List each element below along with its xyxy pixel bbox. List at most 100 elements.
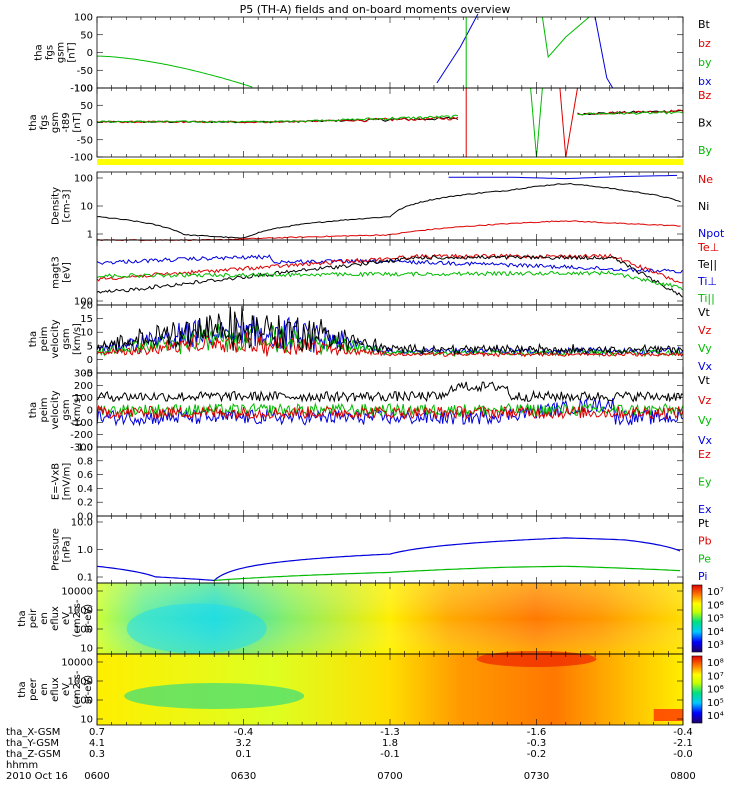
x-tick-label: 0700: [377, 771, 402, 782]
y-axis-label: Pressure: [51, 528, 62, 571]
temp-trace-1: [96, 253, 683, 284]
legend-entry: By: [698, 144, 713, 157]
y-tick-label: -100: [70, 153, 93, 164]
legend-entry: Pi: [698, 570, 707, 583]
y-tick-label: 10.0: [71, 518, 93, 529]
y-tick-label: 15: [80, 314, 93, 325]
colorbar-tick: 10⁶: [707, 600, 724, 611]
vel-trace-2: [96, 332, 684, 358]
y-axis-label: eV: [61, 612, 72, 625]
y-tick-label: 100: [74, 625, 93, 636]
y-tick-label: 100: [74, 84, 93, 95]
vel-trace-3: [96, 305, 684, 356]
bx-trace-2: [594, 16, 614, 89]
y-axis-label: velocity: [50, 319, 61, 358]
electron-green-band: [124, 683, 305, 709]
x-tick-label: 0600: [84, 771, 109, 782]
y-axis-label: eflux: [50, 677, 61, 702]
legend-entry: by: [698, 56, 712, 69]
vel-trace-0: [96, 315, 684, 357]
y-tick-label: 0: [87, 355, 93, 366]
panel-frame-fgs: [96, 16, 684, 89]
legend-entry: bz: [698, 37, 711, 50]
y-tick-label: 100: [74, 393, 93, 404]
y-axis-label: fgs: [45, 45, 56, 60]
y-tick-label: 20: [80, 301, 93, 312]
bz-loop-t89: [559, 87, 578, 158]
colorbar-tick: 10⁶: [707, 685, 724, 696]
density-Ni-trace: [96, 182, 681, 239]
legend-entry: Bx: [698, 117, 713, 130]
ephemeris-row-label: tha_X-GSM: [6, 727, 60, 738]
y-axis-label: sr-eV): [83, 675, 94, 704]
y-tick-label: -50: [77, 66, 93, 77]
y-tick-label: 1.0: [77, 443, 93, 454]
y-tick-label: 200: [74, 381, 93, 392]
y-tick-label: 10: [80, 202, 93, 213]
b-t89-late-2: [577, 111, 684, 116]
y-axis-label: [mV/m]: [62, 463, 73, 501]
y-axis-label: fgs: [39, 115, 50, 130]
temp-trace-0: [96, 254, 683, 274]
status-bar: [97, 159, 683, 165]
ephemeris-value: 0.1: [236, 749, 252, 760]
ephemeris-value: -0.2: [527, 749, 547, 760]
density-Ne-trace: [97, 220, 681, 242]
by-loop-t89: [530, 87, 543, 158]
colorbar-tick: 10³: [707, 640, 724, 651]
y-axis-label: gsm: [61, 399, 72, 420]
npot-trace: [448, 174, 678, 180]
legend-entry: Ti||: [697, 292, 715, 305]
y-tick-label: -5: [83, 369, 93, 380]
y-axis-label: tha: [28, 114, 39, 130]
legend-entry: Ey: [698, 476, 712, 489]
y-axis-label: magt3: [51, 256, 62, 289]
y-tick-label: -300: [70, 443, 93, 454]
pressure-Pi-trace: [96, 537, 681, 582]
legend-entry: Pe: [698, 552, 711, 565]
colorbar-tick: 10⁴: [707, 627, 724, 638]
ephemeris-row-label: tha_Y-GSM: [6, 738, 59, 749]
y-axis-label: [nT]: [72, 112, 83, 132]
date-label: 2010 Oct 16: [6, 771, 68, 782]
y-tick-label: 300: [74, 369, 93, 380]
y-axis-label: -t89: [61, 112, 72, 132]
y-tick-label: 0.0: [77, 512, 93, 523]
y-tick-label: 0.2: [77, 498, 93, 509]
y-tick-label: 1.0: [77, 545, 93, 556]
y-axis-label: eflux: [50, 606, 61, 631]
electron-red-corner: [653, 709, 683, 721]
y-axis-label: peim: [39, 326, 50, 351]
y-tick-label: 0: [87, 118, 93, 129]
legend-entry: Vy: [698, 342, 712, 355]
y-axis-label: (cm2-s-: [72, 599, 83, 637]
y-axis-label: sr-eV): [83, 604, 94, 633]
colorbar-tick: 10⁵: [707, 614, 724, 625]
by-loop: [541, 16, 590, 59]
x-tick-label: 0800: [670, 771, 695, 782]
ephemeris-value: 3.2: [236, 738, 252, 749]
legend-entry: Ex: [698, 503, 712, 516]
y-tick-label: 5: [87, 341, 93, 352]
y-tick-label: 10: [80, 328, 93, 339]
y-axis-label: [km/s]: [72, 394, 83, 426]
y-axis-label: peer: [28, 677, 39, 701]
y-axis-label: tha: [28, 402, 39, 418]
colorbar-tick: 10⁵: [707, 698, 724, 709]
legend-entry: Bt: [698, 18, 711, 31]
y-axis-label: tha: [34, 44, 45, 60]
y-axis-label: Density: [51, 187, 62, 225]
y-tick-label: 10: [80, 715, 93, 726]
x-tick-label: 0730: [524, 771, 549, 782]
y-axis-label: gsm: [61, 328, 72, 349]
ion-cold-blob: [126, 603, 267, 654]
y-axis-label: tha: [17, 610, 28, 626]
y-axis-label: velocity: [50, 390, 61, 429]
ivel-trace-0: [96, 398, 684, 427]
y-tick-label: 100: [74, 13, 93, 24]
legend-entry: Te⊥: [697, 241, 719, 254]
ephemeris-value: 0.7: [89, 727, 105, 738]
x-tick-label: 0630: [231, 771, 256, 782]
y-tick-label: 0.6: [77, 470, 93, 481]
y-tick-label: 50: [80, 101, 93, 112]
